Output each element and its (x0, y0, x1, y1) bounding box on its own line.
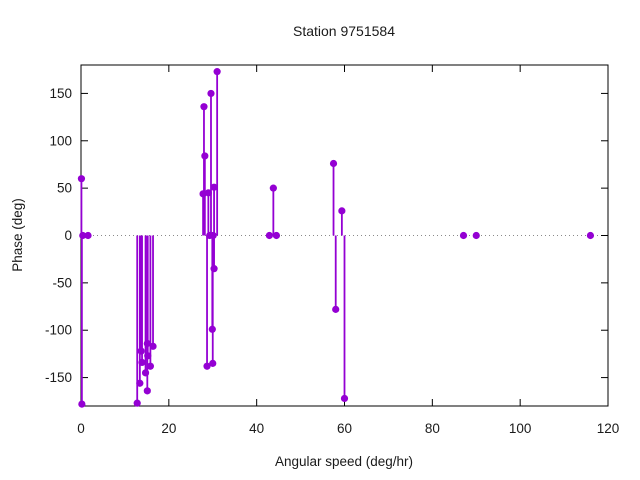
data-point (210, 183, 218, 191)
data-point (146, 362, 154, 370)
data-point (459, 231, 468, 240)
data-point (329, 159, 338, 168)
x-tick-label: 40 (249, 421, 264, 436)
data-point (210, 265, 218, 273)
x-tick-label: 0 (77, 421, 85, 436)
chart-title: Station 9751584 (293, 23, 395, 39)
data-point (207, 89, 215, 98)
y-axis-label: Phase (deg) (10, 198, 25, 272)
data-point (201, 152, 209, 160)
y-tick-label: 100 (49, 133, 72, 148)
data-point (213, 68, 221, 76)
data-point (269, 184, 277, 192)
data-point (472, 231, 480, 240)
x-tick-label: 80 (425, 421, 440, 436)
data-point (144, 352, 152, 360)
data-point (143, 387, 151, 395)
x-tick-label: 100 (509, 421, 532, 436)
data-point (137, 347, 145, 355)
data-point (209, 231, 217, 240)
y-tick-label: 50 (57, 181, 72, 196)
x-axis-label: Angular speed (deg/hr) (275, 454, 413, 469)
y-tick-label: -150 (45, 370, 72, 385)
y-tick-label: 150 (49, 86, 72, 101)
data-point (209, 359, 217, 367)
x-tick-label: 120 (597, 421, 620, 436)
data-point (149, 342, 157, 350)
data-point (340, 394, 349, 403)
data-point (586, 231, 595, 240)
y-tick-label: -50 (52, 275, 72, 290)
data-point (208, 325, 216, 333)
data-point (138, 358, 146, 367)
data-point (272, 231, 281, 240)
data-point (338, 207, 346, 215)
data-point (141, 369, 150, 377)
plot-axes: 0 20 40 60 80 100 120 -150 -100 -50 0 50 100 150 (45, 64, 620, 436)
data-point (84, 231, 92, 240)
data-point (78, 400, 86, 408)
y-tick-label: -100 (45, 323, 72, 338)
x-tick-label: 20 (161, 421, 176, 436)
data-point (332, 305, 340, 313)
data-point (265, 231, 274, 240)
y-tick-label: 0 (64, 228, 72, 243)
data-point (204, 189, 212, 197)
data-point (203, 362, 211, 370)
x-tick-label: 60 (337, 421, 352, 436)
data-point (200, 103, 208, 111)
data-point (136, 379, 144, 387)
data-point (79, 231, 87, 240)
data-point (143, 339, 151, 348)
data-point (77, 175, 86, 183)
data-point (133, 399, 141, 407)
data-series (77, 68, 595, 408)
